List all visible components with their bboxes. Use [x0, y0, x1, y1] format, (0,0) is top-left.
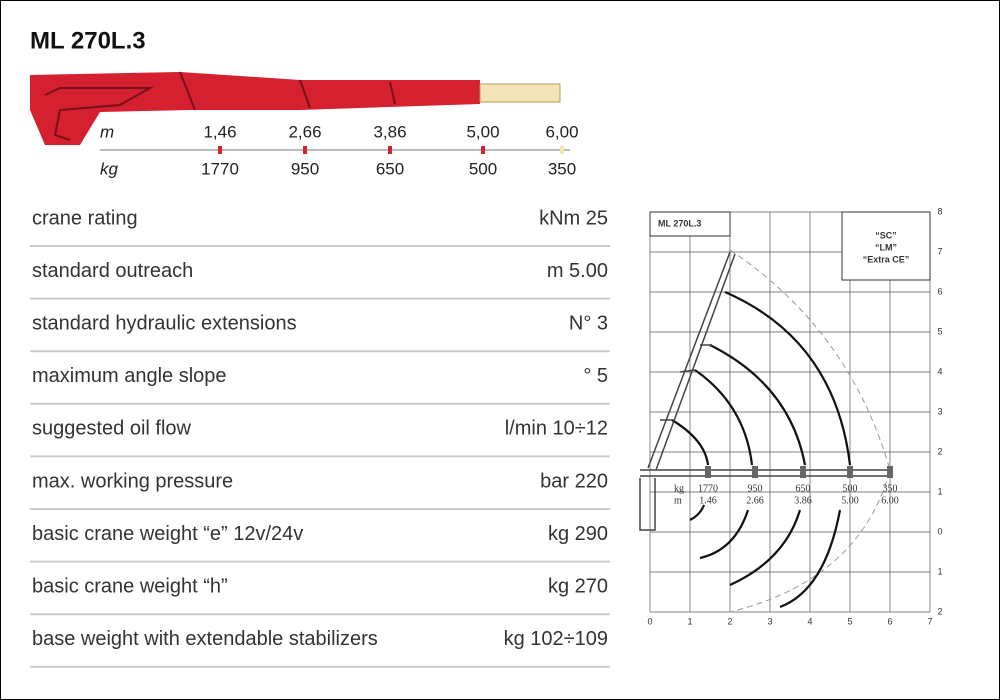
kg-label: kg: [100, 159, 119, 178]
spec-value: ° 5: [583, 365, 608, 387]
y-label: 7: [937, 246, 942, 256]
m-label: m: [100, 122, 114, 141]
x-label: 2: [727, 616, 732, 626]
kg-value: 950: [291, 159, 319, 178]
spec-label: max. working pressure: [32, 470, 233, 492]
spec-value: kg 102÷109: [504, 628, 608, 650]
scale-tick: [560, 146, 564, 154]
diagram-m-label: m: [674, 495, 682, 506]
spec-label: basic crane weight “h”: [32, 575, 228, 597]
diagram-kg: 350: [883, 483, 898, 494]
load-point: [705, 466, 711, 478]
diagram-m: 2.66: [746, 495, 764, 506]
spec-value: bar 220: [540, 470, 608, 492]
load-point: [887, 466, 893, 478]
scale-tick: [303, 146, 307, 154]
legend-entry: “LM”: [875, 242, 897, 252]
spec-label: base weight with extendable stabilizers: [32, 628, 378, 650]
title: ML 270L.3: [30, 27, 146, 54]
diagram-kg: 500: [843, 483, 858, 494]
diagram-kg-label: kg: [674, 483, 684, 494]
diagram-kg: 950: [748, 483, 763, 494]
x-label: 3: [767, 616, 772, 626]
scale-tick: [388, 146, 392, 154]
diagram-m: 3.86: [794, 495, 812, 506]
x-label: 6: [887, 616, 892, 626]
x-label: 5: [847, 616, 852, 626]
x-label: 4: [807, 616, 812, 626]
m-value: 3,86: [373, 122, 406, 141]
kg-value: 650: [376, 159, 404, 178]
m-value: 1,46: [203, 122, 236, 141]
spec-label: crane rating: [32, 207, 138, 229]
x-label: 1: [687, 616, 692, 626]
load-curves: [671, 249, 891, 613]
load-point: [847, 466, 853, 478]
spec-label: standard hydraulic extensions: [32, 312, 297, 334]
y-label: 2: [937, 606, 942, 616]
spec-value: l/min 10÷12: [505, 418, 608, 440]
m-value: 2,66: [288, 122, 321, 141]
m-value: 6,00: [545, 122, 578, 141]
diagram-m: 6.00: [881, 495, 899, 506]
legend-entry: “SC”: [875, 230, 897, 240]
y-label: 8: [937, 206, 942, 216]
load-point: [800, 466, 806, 478]
diagram-kg: 1770: [698, 483, 718, 494]
boom: [30, 71, 561, 145]
spec-label: basic crane weight “e” 12v/24v: [32, 523, 303, 545]
y-label: 3: [937, 406, 942, 416]
y-label: 6: [937, 286, 942, 296]
diagram-m: 5.00: [841, 495, 859, 506]
spec-label: maximum angle slope: [32, 365, 227, 387]
spec-value: kg 270: [548, 575, 608, 597]
diagram-kg: 650: [796, 483, 811, 494]
kg-value: 1770: [201, 159, 239, 178]
kg-value: 350: [548, 159, 576, 178]
x-label: 0: [647, 616, 652, 626]
y-label: 0: [937, 526, 942, 536]
y-label: 1: [937, 486, 942, 496]
spec-label: suggested oil flow: [32, 418, 192, 440]
kg-value: 500: [469, 159, 497, 178]
x-label: 7: [927, 616, 932, 626]
y-label: 5: [937, 326, 942, 336]
legend-entry: “Extra CE”: [863, 254, 910, 264]
m-value: 5,00: [466, 122, 499, 141]
spec-value: kg 290: [548, 523, 608, 545]
load-point: [752, 466, 758, 478]
y-label: 2: [937, 446, 942, 456]
y-label: 1: [937, 566, 942, 576]
diagram-m: 1.46: [699, 495, 717, 506]
spec-label: standard outreach: [32, 260, 193, 282]
spec-value: kNm 25: [539, 207, 608, 229]
load-diagram: 0 1 2 3 4 5 6 7 8 7 6 5 4 3 2 1 0 1 2 ML 270L.3 “SC” “LM” “E…: [639, 206, 943, 626]
spec-value: m 5.00: [547, 260, 608, 282]
y-label: 4: [937, 366, 942, 376]
diagram-title: ML 270L.3: [658, 218, 701, 228]
spec-value: N° 3: [569, 312, 608, 334]
scale-tick: [481, 146, 485, 154]
scale-tick: [218, 146, 222, 154]
